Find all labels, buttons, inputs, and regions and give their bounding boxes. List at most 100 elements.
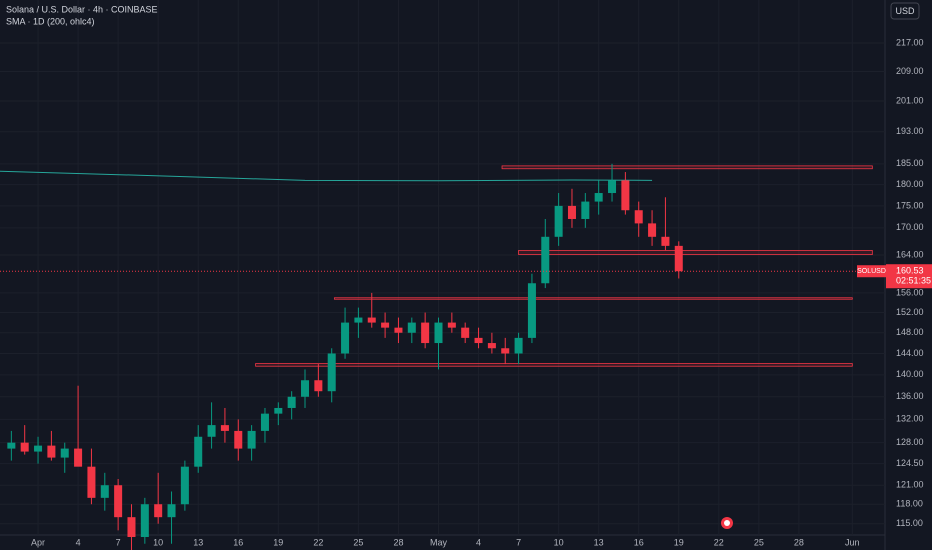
y-tick-label: 118.00	[896, 499, 923, 509]
candle-body	[341, 322, 350, 354]
candle-body	[247, 430, 256, 449]
candle-body	[127, 517, 136, 538]
candle-body	[447, 322, 456, 328]
candle-body	[314, 380, 323, 392]
symbol-badge	[857, 265, 886, 278]
y-tick-label: 124.50	[896, 458, 924, 468]
candle-body	[20, 442, 29, 452]
x-tick-label: 13	[594, 537, 604, 547]
price-badge	[886, 264, 932, 289]
candle-body	[74, 448, 83, 467]
candle-body	[301, 380, 310, 397]
candle-body	[220, 425, 229, 431]
y-tick-label: 144.00	[896, 348, 924, 358]
x-tick-label: 19	[273, 537, 283, 547]
candle-body	[234, 430, 243, 449]
candle-body	[7, 442, 16, 449]
candle-body	[581, 201, 590, 219]
x-tick-label: 16	[634, 537, 644, 547]
candle-body	[260, 413, 269, 431]
y-tick-label: 121.00	[896, 480, 924, 490]
candle-body	[140, 504, 149, 538]
x-tick-label: 10	[153, 537, 163, 547]
price-label: 160.53	[896, 266, 924, 276]
x-tick-label: 16	[233, 537, 243, 547]
candle-body	[608, 180, 617, 194]
event-icon-inner	[724, 520, 730, 526]
x-tick-label: 22	[313, 537, 323, 547]
candle-body	[287, 396, 296, 408]
y-tick-label: 156.00	[896, 287, 924, 297]
chart-title: Solana / U.S. Dollar · 4h · COINBASE	[6, 4, 158, 14]
x-tick-label: 19	[674, 537, 684, 547]
candle-body	[567, 205, 576, 219]
y-tick-label: 193.00	[896, 126, 924, 136]
zone	[518, 250, 873, 255]
candle-body	[394, 327, 403, 333]
x-tick-label: 28	[393, 537, 403, 547]
candle-body	[527, 283, 536, 338]
y-tick-label: 180.00	[896, 179, 924, 189]
candle-body	[461, 327, 470, 338]
candle-body	[180, 466, 189, 505]
y-tick-label: 209.00	[896, 66, 924, 76]
x-tick-label: 7	[116, 537, 121, 547]
y-tick-label: 140.00	[896, 369, 924, 379]
y-tick-label: 136.00	[896, 391, 924, 401]
currency-button[interactable]	[890, 2, 920, 20]
candle-body	[648, 223, 657, 237]
candle-body	[154, 504, 163, 518]
x-tick-label: 4	[476, 537, 481, 547]
plot	[0, 163, 873, 550]
candle-body	[674, 245, 683, 272]
y-tick-label: 148.00	[896, 327, 924, 337]
candle-body	[541, 236, 550, 284]
countdown-label: 02:51:35	[896, 276, 931, 286]
y-tick-label: 175.00	[896, 200, 924, 210]
y-tick-label: 185.00	[896, 158, 924, 168]
zone	[501, 165, 873, 170]
candle-body	[381, 322, 390, 328]
candle-body	[274, 407, 283, 414]
candle-body	[194, 436, 203, 467]
x-tick-label: 13	[193, 537, 203, 547]
x-tick-label: Apr	[31, 537, 45, 547]
candle-body	[87, 466, 96, 498]
candle-body	[407, 322, 416, 333]
candle-body	[167, 504, 176, 518]
symbol-label: SOLUSD	[857, 268, 886, 275]
candle-body	[554, 205, 563, 237]
x-tick-label: 22	[714, 537, 724, 547]
candle-body	[487, 343, 496, 349]
y-tick-label: 201.00	[896, 95, 924, 105]
candle-body	[100, 485, 109, 498]
y-tick-label: 170.00	[896, 222, 924, 232]
candle-body	[474, 337, 483, 344]
candle-body	[327, 353, 336, 392]
x-tick-label: 25	[754, 537, 764, 547]
x-tick-label: 28	[794, 537, 804, 547]
x-tick-label: 25	[353, 537, 363, 547]
candle-body	[434, 322, 443, 344]
candle-body	[367, 317, 376, 323]
x-tick-label: Jun	[845, 537, 860, 547]
x-tick-label: 7	[516, 537, 521, 547]
x-tick-label: 10	[554, 537, 564, 547]
candle-body	[114, 485, 123, 518]
candle-body	[634, 210, 643, 224]
candle-body	[34, 445, 43, 452]
indicator-label: SMA · 1D (200, ohlc4)	[6, 16, 95, 26]
candle-body	[47, 445, 56, 458]
x-tick-label: 4	[76, 537, 81, 547]
candle-body	[60, 448, 69, 458]
candle-body	[621, 180, 630, 211]
y-tick-label: 115.00	[896, 518, 923, 528]
currency-label[interactable]: USD	[895, 6, 915, 16]
candle-body	[421, 322, 430, 344]
zone	[333, 297, 853, 300]
sma-line	[0, 170, 653, 182]
x-tick-label: May	[430, 537, 448, 547]
candle-body	[514, 337, 523, 354]
